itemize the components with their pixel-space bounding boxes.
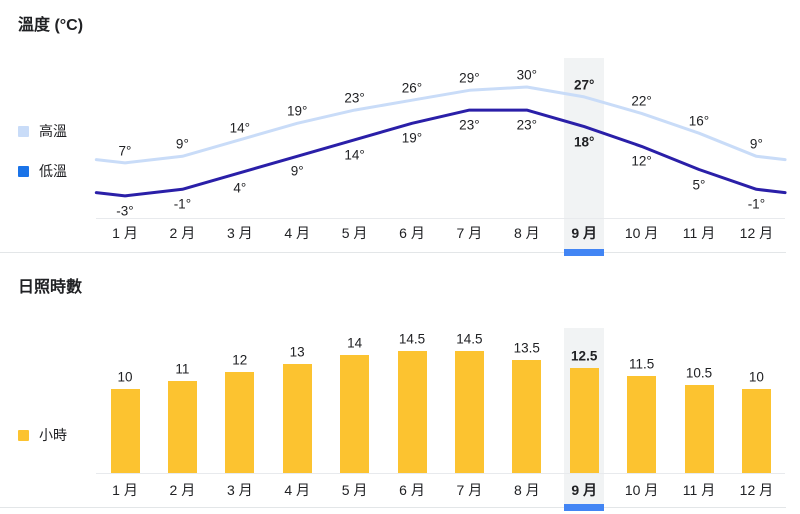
hours-swatch-icon bbox=[18, 429, 29, 441]
low-temp-value-12: -1° bbox=[747, 196, 766, 212]
sun-value-3: 12 bbox=[232, 352, 248, 368]
temp-month-tab-4[interactable]: 4 月 bbox=[284, 225, 311, 241]
sun-bar-12[interactable] bbox=[741, 389, 771, 473]
high-temp-value-10: 22° bbox=[631, 93, 652, 109]
sun-value-12: 10 bbox=[748, 369, 764, 385]
sun-month-tab-6[interactable]: 6 月 bbox=[399, 482, 425, 498]
sun-bar-8[interactable] bbox=[512, 359, 542, 473]
temp-month-tab-12[interactable]: 12 月 bbox=[739, 225, 774, 241]
low-temp-value-2: -1° bbox=[173, 196, 192, 212]
sun-value-7: 14.5 bbox=[456, 331, 483, 347]
low-temp-legend-label: 低溫 bbox=[39, 163, 67, 179]
legend-item-high-temp: 高溫 bbox=[18, 121, 67, 141]
sun-value-5: 14 bbox=[347, 335, 363, 351]
sun-month-tab-3[interactable]: 3 月 bbox=[226, 482, 253, 498]
sunshine-chart-title: 日照時數 bbox=[18, 279, 83, 296]
low-temp-value-1: -3° bbox=[116, 203, 134, 219]
sun-month-tab-9[interactable]: 9 月 bbox=[571, 482, 598, 498]
sun-bar-4[interactable] bbox=[282, 363, 312, 473]
temp-month-tab-8[interactable]: 8 月 bbox=[513, 225, 540, 241]
temperature-lines-svg bbox=[94, 85, 787, 198]
low-temp-swatch-icon bbox=[18, 165, 29, 177]
temp-month-tab-11[interactable]: 11 月 bbox=[682, 225, 716, 241]
sun-bar-5[interactable] bbox=[340, 355, 370, 473]
sun-month-tab-10[interactable]: 10 月 bbox=[624, 482, 659, 498]
high-temp-value-9: 27° bbox=[573, 77, 595, 93]
sun-month-tab-5[interactable]: 5 月 bbox=[341, 482, 368, 498]
hours-legend-label: 小時 bbox=[39, 427, 67, 443]
sun-month-tab-8[interactable]: 8 月 bbox=[513, 482, 540, 498]
temp-x-axis-line bbox=[96, 218, 785, 219]
selected-month-indicator-temp bbox=[564, 249, 605, 256]
legend-item-low-temp: 低溫 bbox=[18, 161, 67, 181]
low-temp-value-11: 5° bbox=[692, 176, 706, 192]
sun-value-2: 11 bbox=[175, 360, 190, 376]
sun-month-tab-2[interactable]: 2 月 bbox=[169, 482, 196, 498]
section-separator bbox=[0, 252, 786, 253]
selected-month-highlight-temp bbox=[564, 58, 605, 253]
legend-item-hours: 小時 bbox=[18, 425, 67, 445]
sun-value-6: 14.5 bbox=[398, 331, 426, 347]
high-temp-value-3: 14° bbox=[229, 120, 251, 136]
sun-bar-3[interactable] bbox=[225, 372, 255, 473]
high-temp-line bbox=[94, 85, 787, 165]
sun-value-9: 12.5 bbox=[571, 348, 598, 364]
temp-month-tab-2[interactable]: 2 月 bbox=[169, 225, 196, 241]
sun-x-axis-line bbox=[96, 473, 785, 474]
high-temp-value-7: 29° bbox=[459, 70, 480, 86]
low-temp-value-9: 18° bbox=[573, 133, 595, 149]
low-temp-value-10: 12° bbox=[631, 153, 652, 169]
sun-bar-7[interactable] bbox=[454, 351, 484, 473]
sun-value-4: 13 bbox=[289, 344, 305, 360]
low-temp-value-8: 23° bbox=[516, 117, 538, 133]
high-temp-value-1: 7° bbox=[118, 143, 132, 159]
bottom-separator bbox=[0, 507, 786, 508]
sun-value-8: 13.5 bbox=[513, 339, 540, 355]
sun-value-11: 10.5 bbox=[685, 365, 713, 381]
sun-bar-1[interactable] bbox=[110, 389, 140, 473]
temp-month-tab-5[interactable]: 5 月 bbox=[341, 225, 368, 241]
sun-bar-9[interactable] bbox=[569, 368, 599, 473]
sun-month-tab-1[interactable]: 1 月 bbox=[112, 482, 138, 498]
low-temp-value-5: 14° bbox=[344, 147, 365, 163]
low-temp-value-7: 23° bbox=[459, 117, 480, 133]
high-temp-legend-label: 高溫 bbox=[39, 123, 67, 139]
temp-month-tab-3[interactable]: 3 月 bbox=[226, 225, 253, 241]
sun-bar-2[interactable] bbox=[167, 380, 197, 473]
sun-value-1: 10 bbox=[117, 369, 133, 385]
temp-month-tab-10[interactable]: 10 月 bbox=[624, 225, 659, 241]
sun-month-tab-12[interactable]: 12 月 bbox=[739, 482, 774, 498]
temp-month-tab-9[interactable]: 9 月 bbox=[571, 225, 598, 241]
sun-bar-6[interactable] bbox=[397, 351, 427, 473]
low-temp-value-4: 9° bbox=[290, 163, 304, 179]
low-temp-value-6: 19° bbox=[401, 130, 423, 146]
temperature-chart-title: 溫度 (°C) bbox=[18, 17, 84, 34]
selected-month-indicator-sun bbox=[564, 504, 605, 511]
sun-bar-10[interactable] bbox=[627, 376, 657, 473]
high-temp-value-4: 19° bbox=[286, 103, 308, 119]
high-temp-value-12: 9° bbox=[749, 136, 763, 152]
high-temp-value-5: 23° bbox=[344, 90, 365, 106]
sun-value-10: 11.5 bbox=[628, 356, 655, 372]
low-temp-line bbox=[94, 108, 787, 198]
temp-month-tab-1[interactable]: 1 月 bbox=[112, 225, 138, 241]
high-temp-swatch-icon bbox=[18, 125, 29, 137]
high-temp-value-2: 9° bbox=[175, 136, 189, 152]
high-temp-value-6: 26° bbox=[401, 80, 423, 96]
sun-month-tab-4[interactable]: 4 月 bbox=[284, 482, 311, 498]
sun-month-tab-11[interactable]: 11 月 bbox=[682, 482, 716, 498]
sun-month-tab-7[interactable]: 7 月 bbox=[456, 482, 483, 498]
temp-month-tab-6[interactable]: 6 月 bbox=[399, 225, 425, 241]
sun-bar-11[interactable] bbox=[684, 384, 714, 473]
low-temp-value-3: 4° bbox=[233, 180, 247, 196]
high-temp-value-11: 16° bbox=[688, 113, 710, 129]
high-temp-value-8: 30° bbox=[516, 67, 538, 83]
temp-month-tab-7[interactable]: 7 月 bbox=[456, 225, 483, 241]
